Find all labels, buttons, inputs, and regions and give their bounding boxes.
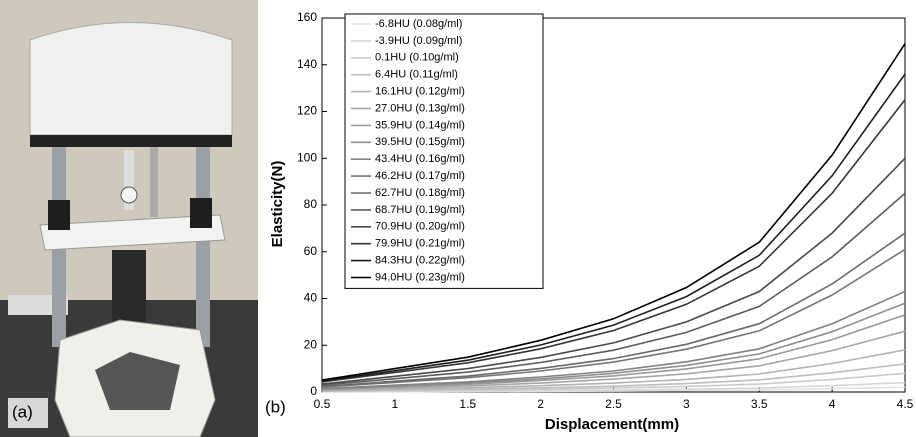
series-line bbox=[321, 232, 906, 388]
y-tick-label: 20 bbox=[304, 337, 318, 351]
x-tick-label: 2.5 bbox=[605, 397, 622, 411]
legend-label: 6.4HU (0.11g/ml) bbox=[375, 69, 458, 81]
series-line bbox=[321, 157, 906, 385]
legend-label: 84.3HU (0.22g/ml) bbox=[375, 255, 465, 267]
y-tick-label: 40 bbox=[304, 291, 318, 305]
y-tick-label: 80 bbox=[304, 197, 318, 211]
series-line bbox=[321, 73, 906, 382]
crosshead-base bbox=[30, 135, 232, 147]
series-line bbox=[321, 192, 906, 386]
series-line bbox=[321, 314, 906, 391]
series-line bbox=[321, 99, 906, 383]
legend-label: 62.7HU (0.18g/ml) bbox=[375, 187, 465, 199]
legend-label: 46.2HU (0.17g/ml) bbox=[375, 170, 465, 182]
base-opening bbox=[95, 352, 180, 410]
y-tick-label: 160 bbox=[297, 10, 317, 24]
column bbox=[150, 147, 158, 217]
x-tick-label: 1.5 bbox=[459, 397, 476, 411]
series-line bbox=[321, 363, 906, 392]
x-tick-label: 2 bbox=[537, 397, 544, 411]
series-line bbox=[321, 302, 906, 390]
column bbox=[196, 147, 210, 347]
x-tick-label: 4.5 bbox=[897, 397, 914, 411]
legend-label: 79.9HU (0.21g/ml) bbox=[375, 238, 465, 250]
x-tick-label: 1 bbox=[392, 397, 399, 411]
sample bbox=[120, 186, 138, 204]
y-tick-label: 140 bbox=[297, 57, 317, 71]
label-bg bbox=[8, 398, 48, 428]
platform bbox=[39, 214, 226, 251]
legend-label: -3.9HU (0.09g/ml) bbox=[375, 35, 462, 47]
x-axis-label: Displacement(mm) bbox=[545, 416, 679, 433]
probe bbox=[124, 150, 134, 210]
legend-label: 43.4HU (0.16g/ml) bbox=[375, 153, 465, 165]
legend-label: 68.7HU (0.19g/ml) bbox=[375, 204, 465, 216]
x-tick-label: 3 bbox=[683, 397, 690, 411]
legend-label: 16.1HU (0.12g/ml) bbox=[375, 86, 465, 98]
x-tick-label: 4 bbox=[829, 397, 836, 411]
panel-label: (b) bbox=[265, 397, 286, 416]
legend-label: 39.5HU (0.15g/ml) bbox=[375, 136, 465, 148]
series-line bbox=[321, 349, 906, 392]
legend-box bbox=[344, 13, 544, 289]
crosshead-cover bbox=[29, 22, 233, 136]
x-tick-label: 3.5 bbox=[751, 397, 768, 411]
legend-label: -6.8HU (0.08g/ml) bbox=[375, 18, 462, 30]
y-tick-label: 0 bbox=[310, 384, 317, 398]
series-line bbox=[321, 248, 906, 388]
legend-label: 0.1HU (0.10g/ml) bbox=[375, 52, 459, 64]
photo: (a) bbox=[0, 0, 258, 437]
clamp bbox=[190, 198, 212, 228]
x-tick-label: 0.5 bbox=[314, 397, 331, 411]
legend-label: 70.9HU (0.20g/ml) bbox=[375, 221, 465, 233]
y-tick-label: 60 bbox=[304, 244, 318, 258]
y-tick-label: 100 bbox=[297, 150, 317, 164]
series-line bbox=[321, 43, 906, 381]
legend-label: 27.0HU (0.13g/ml) bbox=[375, 102, 465, 114]
legend-label: 94.0HU (0.23g/ml) bbox=[375, 271, 465, 283]
y-tick-label: 120 bbox=[297, 104, 317, 118]
y-axis-label: Elasticity(N) bbox=[269, 161, 286, 248]
legend-label: 35.9HU (0.14g/ml) bbox=[375, 119, 465, 131]
clamp bbox=[48, 200, 70, 230]
series-line bbox=[321, 330, 906, 391]
panel-label: (a) bbox=[12, 402, 33, 421]
series-line bbox=[321, 290, 906, 390]
